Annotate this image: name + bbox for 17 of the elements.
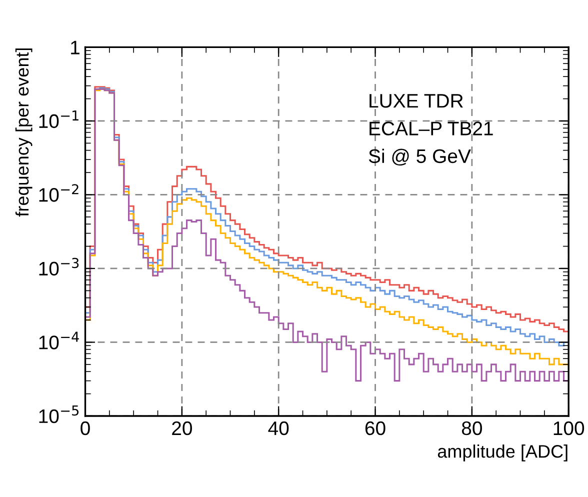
y-tick-label: 10$^{−1}$: [39, 110, 78, 128]
annotation: Si @ 5 GeV: [368, 148, 471, 166]
y-tick-label: 10$^{−4}$: [39, 332, 79, 350]
y-tick-label: 10$^{−2}$: [39, 184, 78, 202]
y-tick-label: 10$^{−5}$: [39, 406, 79, 424]
x-tick-label: 0: [80, 421, 90, 436]
x-tick-label: 40: [268, 421, 289, 436]
x-axis-title: amplitude [ADC]: [438, 444, 568, 462]
y-axis-title: frequency [per event]: [15, 48, 32, 217]
x-tick-label: 80: [462, 421, 482, 436]
y-tick-label: 1: [71, 40, 80, 54]
annotation: LUXE TDR: [370, 94, 463, 108]
x-tick-label: 20: [172, 421, 192, 436]
x-tick-label: 100: [554, 421, 584, 436]
x-tick-label: 60: [365, 421, 386, 436]
annotation: ECAL–P TB21: [370, 122, 493, 136]
y-tick-label: 10$^{−3}$: [39, 258, 79, 276]
